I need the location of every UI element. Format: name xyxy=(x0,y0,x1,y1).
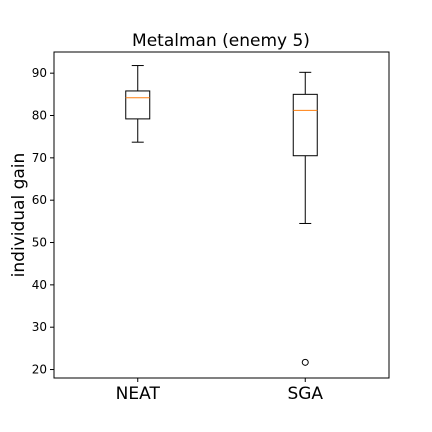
box-group-neat xyxy=(125,65,151,143)
plot-area xyxy=(125,65,318,366)
y-tick-label: 50 xyxy=(32,236,47,250)
y-tick-label: 60 xyxy=(32,193,47,207)
x-tick-label: NEAT xyxy=(116,384,161,404)
iqr-box xyxy=(292,93,318,157)
y-tick-label: 20 xyxy=(32,363,47,377)
plot-frame xyxy=(53,51,390,379)
outlier-point xyxy=(301,358,309,366)
x-tick-label: SGA xyxy=(287,384,323,404)
x-axis-ticks: NEAT SGA xyxy=(116,378,323,404)
box-group-sga xyxy=(292,71,318,366)
y-tick-label: 30 xyxy=(32,320,47,334)
y-axis-label: individual gain xyxy=(9,153,29,278)
y-axis-ticks: 20 30 40 50 60 70 80 90 xyxy=(32,66,54,377)
y-tick-label: 70 xyxy=(32,151,47,165)
chart-title: Metalman (enemy 5) xyxy=(132,31,310,51)
iqr-box xyxy=(125,90,151,120)
y-tick-label: 90 xyxy=(32,66,47,80)
y-tick-label: 80 xyxy=(32,109,47,123)
y-tick-label: 40 xyxy=(32,278,47,292)
